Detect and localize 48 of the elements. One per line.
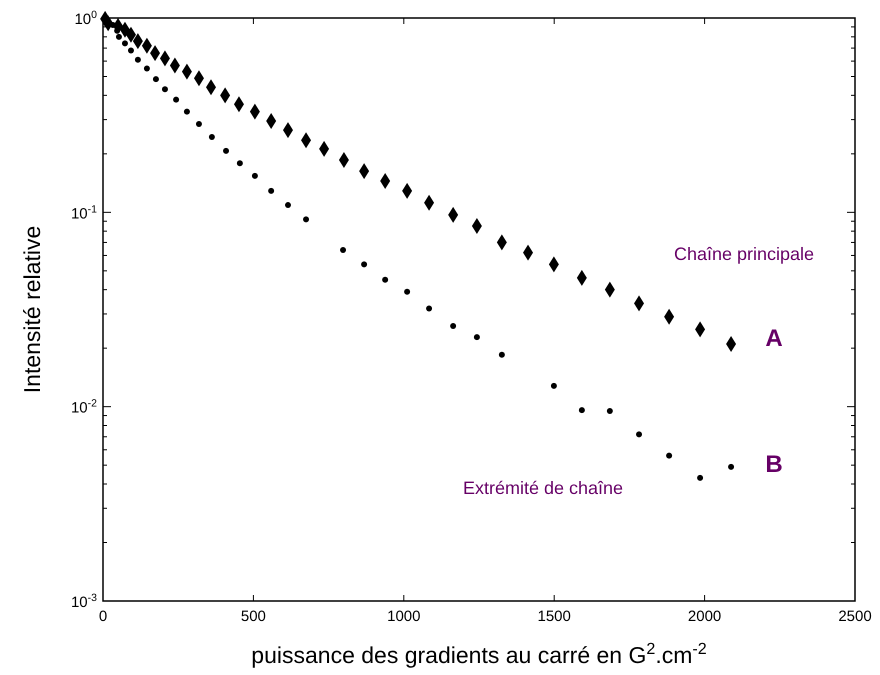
point — [303, 216, 310, 222]
point — [128, 48, 134, 54]
point — [578, 407, 585, 414]
x-tick-label: 1000 — [387, 608, 420, 625]
x-tick-label: 2500 — [838, 608, 872, 625]
x-tick-label: 1500 — [538, 608, 571, 625]
point — [144, 65, 150, 72]
annotation: Chaîne principale — [674, 244, 814, 264]
point — [236, 160, 243, 166]
point — [223, 148, 230, 154]
point — [498, 352, 505, 358]
point — [268, 188, 274, 194]
point — [426, 306, 432, 312]
point — [134, 56, 141, 63]
point — [361, 261, 368, 268]
point — [208, 134, 215, 140]
y-tick-label: 10$^{-3}$ — [70, 592, 98, 611]
annotation: B — [765, 451, 783, 478]
y-tick-label: 10$^{0}$ — [74, 9, 98, 28]
point — [728, 464, 734, 470]
point — [382, 276, 388, 283]
x-tick-label: 500 — [240, 608, 266, 625]
point — [252, 172, 258, 179]
point — [550, 382, 557, 389]
point — [116, 34, 122, 40]
point — [196, 120, 202, 127]
y-tick-label: 10$^{-2}$ — [70, 398, 98, 417]
annotation: Extrémité de chaîne — [462, 478, 624, 498]
point — [450, 323, 456, 330]
point — [152, 76, 159, 82]
x-tick-label: 2000 — [688, 608, 722, 625]
x-tick-label: 0 — [98, 608, 108, 625]
point — [474, 334, 480, 340]
point — [697, 474, 704, 481]
x-axis-title: puissance des gradients au carré en G$^{2}$.cm$^{-2}$ — [251, 640, 707, 668]
point — [404, 288, 410, 295]
point — [340, 247, 346, 253]
point — [173, 96, 180, 103]
annotation: A — [765, 325, 783, 352]
point — [162, 86, 168, 92]
y-tick-label: 10$^{-1}$ — [70, 203, 98, 222]
point — [606, 408, 613, 414]
point — [636, 431, 642, 438]
point — [184, 108, 190, 115]
point — [666, 452, 672, 459]
y-axis-title: Intensité relative — [19, 226, 45, 394]
point — [122, 40, 128, 46]
point — [284, 202, 291, 208]
